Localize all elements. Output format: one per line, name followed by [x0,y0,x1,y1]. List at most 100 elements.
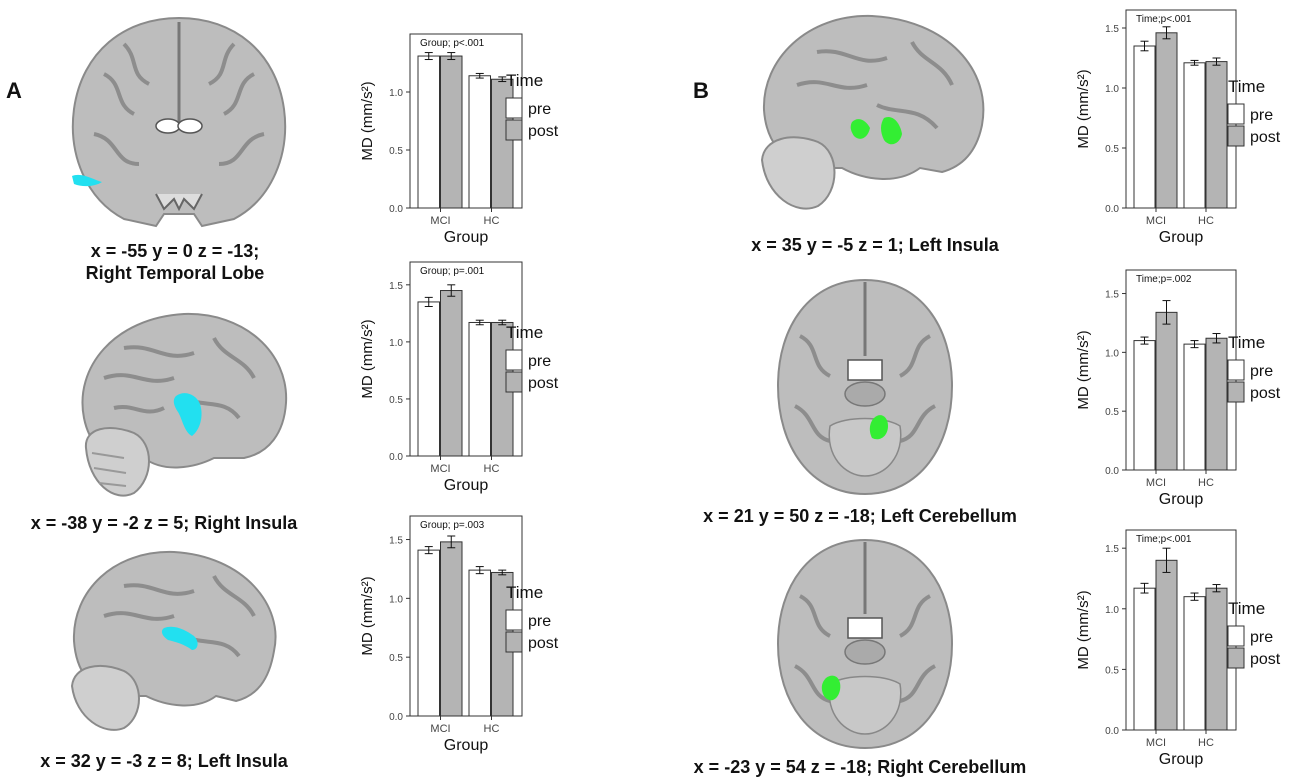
bar-pre [417,301,440,457]
brain-caption-a2: x = -38 y = -2 z = 5; Right Insula [4,512,324,534]
bar-pre [1133,45,1156,209]
legend-swatch-pre [505,609,523,631]
bar-chart-b2: Time;p=.002 0.0 0.5 1.0 1.5 MD (mm/s²) MCI HC Gr… [1075,269,1281,508]
brain-image-b2-axial [776,278,954,496]
legend-title: Time [506,71,543,90]
bar-pre [417,549,440,717]
bar-post [440,55,463,209]
y-tick-label: 0.5 [1105,665,1119,676]
legend-title: Time [1228,333,1265,352]
legend-label-post: post [1250,651,1281,668]
x-axis-label: Group [1159,491,1204,508]
chart-annotation: Time;p<.001 [1136,14,1192,25]
x-tick-label: MCI [430,215,450,227]
brain-image-a2-sagittal [81,312,288,497]
bar-pre [1183,343,1206,471]
legend-label-pre: pre [1250,363,1273,380]
legend-swatch-post [1227,125,1245,147]
y-tick-label: 1.0 [1105,348,1119,359]
legend-title: Time [506,583,543,602]
legend-swatch-post [505,119,523,141]
bar-pre [1183,62,1206,209]
legend-label-post: post [1250,129,1281,146]
y-tick-label: 1.0 [389,88,403,99]
bar-post [1205,587,1228,731]
bar-post [1155,559,1178,731]
y-tick-label: 0.5 [389,146,403,157]
legend-label-pre: pre [1250,629,1273,646]
y-tick-label: 0.0 [389,712,403,723]
y-tick-label: 1.0 [1105,84,1119,95]
x-axis-label: Group [1159,751,1204,768]
bar-chart-a1: Group; p<.001 0.0 0.5 1.0 MD (mm/s²) MCI HC Gro… [359,33,559,246]
legend-swatch-pre [1227,103,1245,125]
panel-label-b: B [693,78,709,103]
y-tick-label: 0.5 [389,395,403,406]
x-tick-label: MCI [1146,477,1166,489]
brain-caption-b2: x = 21 y = 50 z = -18; Left Cerebellum [650,505,1070,527]
activation-blob [173,393,202,436]
x-tick-label: HC [484,215,500,227]
y-tick-label: 0.5 [389,653,403,664]
activation-blob [881,116,902,145]
activation-blob [869,415,888,440]
legend-label-post: post [1250,385,1281,402]
brain-image-b3-axial [776,538,954,750]
x-tick-label: MCI [430,463,450,475]
brain-caption-a1: x = -55 y = 0 z = -13; Right Temporal Lo… [40,240,310,284]
bar-post [440,290,463,457]
legend-swatch-pre [1227,625,1245,647]
x-tick-label: HC [1198,737,1214,749]
y-tick-label: 0.0 [389,204,403,215]
x-axis-label: Group [444,477,489,494]
bar-pre [1183,596,1206,731]
caption-line: x = 21 y = 50 z = -18; Left Cerebellum [703,506,1017,526]
x-axis-label: Group [444,229,489,246]
bar-chart-a3: Group; p=.003 0.0 0.5 1.0 1.5 MD (mm/s²) MCI HC… [359,515,559,754]
x-tick-label: HC [1198,477,1214,489]
legend-title: Time [506,323,543,342]
x-tick-label: HC [484,723,500,735]
bar-post [1205,61,1228,209]
y-tick-label: 1.5 [1105,290,1119,301]
activation-blob [821,675,841,701]
bar-pre [468,75,491,209]
y-tick-label: 1.5 [389,536,403,547]
activation-blob [72,174,102,187]
bar-pre [1133,587,1156,731]
chart-annotation: Group; p<.001 [420,38,485,49]
y-tick-label: 1.5 [1105,544,1119,555]
legend-label-pre: pre [1250,107,1273,124]
brain-image-a3-sagittal [70,550,277,731]
bar-chart-a2: Group; p=.001 0.0 0.5 1.0 1.5 MD (mm/s²) MCI HC… [359,261,559,494]
y-tick-label: 1.0 [1105,605,1119,616]
chart-annotation: Time;p=.002 [1136,274,1192,285]
legend-swatch-pre [505,97,523,119]
chart-annotation: Time;p<.001 [1136,534,1192,545]
legend-swatch-post [1227,647,1245,669]
bar-post [440,541,463,717]
y-axis-label: MD (mm/s²) [1075,590,1092,669]
y-axis-label: MD (mm/s²) [359,576,376,655]
caption-line: Right Temporal Lobe [85,263,265,283]
legend-swatch-post [505,371,523,393]
bar-pre [1133,340,1156,471]
legend-title: Time [1228,599,1265,618]
caption-line: x = 32 y = -3 z = 8; Left Insula [40,751,288,771]
panel-label-a: A [6,78,22,103]
y-axis-label: MD (mm/s²) [1075,69,1092,148]
x-tick-label: MCI [1146,737,1166,749]
y-tick-label: 0.5 [1105,407,1119,418]
legend-label-pre: pre [528,353,551,370]
y-tick-label: 0.5 [1105,144,1119,155]
brain-image-a1-coronal [71,16,287,228]
legend-label-post: post [528,635,559,652]
legend-label-post: post [528,123,559,140]
bar-pre [417,55,440,209]
legend-title: Time [1228,77,1265,96]
y-tick-label: 0.0 [389,452,403,463]
bar-pre [468,569,491,717]
y-axis-label: MD (mm/s²) [359,319,376,398]
y-tick-label: 1.5 [389,281,403,292]
y-axis-label: MD (mm/s²) [359,81,376,160]
